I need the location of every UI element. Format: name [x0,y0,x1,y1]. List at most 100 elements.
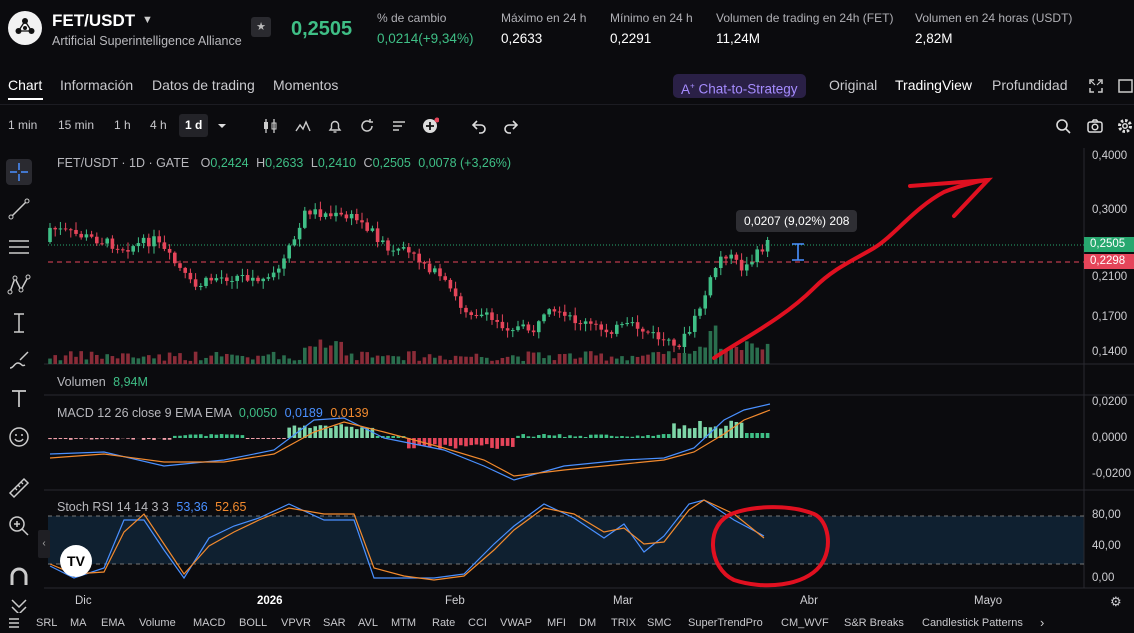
indicator-shortcut-avl[interactable]: AVL [358,617,378,629]
tab-informacion[interactable]: Información [60,77,134,93]
macd-label: MACD 12 26 close 9 EMA EMA [57,406,232,420]
indicator-shortcut-srl[interactable]: SRL [36,617,58,629]
timeframe-15min[interactable]: 15 min [58,118,95,132]
indicator-shortcut-dm[interactable]: DM [579,617,597,629]
tab-momentos[interactable]: Momentos [273,77,339,93]
timeframe-1min[interactable]: 1 min [8,118,38,132]
indicator-shortcut-sar[interactable]: SAR [323,617,346,629]
candle-body [230,280,234,282]
volume-bar [651,352,655,364]
indicator-shortcut-volume[interactable]: Volume [139,617,176,629]
indicator-shortcut-mfi[interactable]: MFI [547,617,566,629]
window-icon[interactable] [1116,77,1134,95]
volume-bar [95,354,99,364]
horizontal-lines-icon[interactable] [6,234,32,260]
favorite-star-icon[interactable]: ★ [251,17,271,37]
candle-body [271,272,276,278]
text-tool-icon[interactable] [6,386,32,412]
magnet-icon[interactable] [6,564,32,590]
macd-histogram-bar [167,438,172,440]
search-icon[interactable] [1054,117,1072,135]
indicator-shortcut-s-r-breaks[interactable]: S&R Breaks [844,617,904,629]
crosshair-icon[interactable] [6,159,32,185]
timeframe-1d[interactable]: 1 d [179,114,209,137]
view-profundidad[interactable]: Profundidad [992,77,1068,93]
scroll-right-chevron-icon[interactable]: › [1040,615,1045,630]
indicator-shortcut-ema[interactable]: EMA [101,617,125,629]
volume-bar [381,356,385,364]
zoom-in-icon[interactable] [6,513,32,539]
indicator-shortcut-candlestick-patterns[interactable]: Candlestick Patterns [922,617,1023,629]
candle-body [412,252,416,254]
fullscreen-icon[interactable] [1087,77,1105,95]
indicator-shortcut-vwap[interactable]: VWAP [500,617,532,629]
chat-to-strategy-button[interactable]: A+ Chat-to-Strategy [673,74,806,98]
indicator-shortcut-rate[interactable]: Rate [432,617,456,629]
indicator-shortcut-trix[interactable]: TRIX [611,617,637,629]
volume-bar [141,356,146,364]
candle-type-icon[interactable] [261,117,279,135]
indicator-list-icon[interactable] [6,615,22,631]
measure-range-icon[interactable] [6,310,32,336]
timeframe-4h[interactable]: 4 h [150,118,167,132]
volume-bar [620,356,624,364]
chart-canvas[interactable] [44,148,1134,613]
candle-body [724,256,728,259]
brush-icon[interactable] [6,348,32,374]
indicators-icon[interactable] [294,117,312,135]
candle-body [282,258,286,269]
macd-histogram-bar [235,434,239,438]
macd-histogram-bar [615,436,619,438]
alert-icon[interactable] [326,117,344,135]
macd-histogram-bar [427,438,432,448]
replay-icon[interactable] [358,117,376,135]
axis-settings-icon[interactable]: ⚙ [1110,594,1122,609]
volume-bar [100,358,104,364]
candle-body [401,247,406,249]
volume-bar [427,354,432,364]
symbol-title[interactable]: FET/USDT [52,11,136,30]
macd-histogram-bar [282,438,286,439]
volume-bar [209,355,213,364]
tab-datos-de-trading[interactable]: Datos de trading [152,77,255,93]
price-chart[interactable]: FET/USDT · 1D · GATE O0,2424 H0,2633 L0,… [38,148,1134,613]
volume-bar [615,358,619,364]
indicator-shortcut-supertrendpro[interactable]: SuperTrendPro [688,617,763,629]
macd-legend[interactable]: MACD 12 26 close 9 EMA EMA 0,0050 0,0189… [57,406,369,420]
tab-chart[interactable]: Chart [8,77,43,93]
undo-icon[interactable] [470,117,488,135]
indicator-shortcut-cm-wvf[interactable]: CM_WVF [781,617,829,629]
volume-bar [537,352,541,364]
collapse-toolbar-chevron-icon[interactable]: ‹ [38,530,50,558]
settings-gear-icon[interactable] [1116,117,1134,135]
timeframe-1h[interactable]: 1 h [114,118,131,132]
indicator-shortcut-boll[interactable]: BOLL [239,617,268,629]
macd-axis-label: 0,0200 [1092,396,1128,408]
symbol-dropdown-chevron-icon[interactable]: ▼ [142,14,153,26]
indicator-shortcut-macd[interactable]: MACD [193,617,226,629]
volume-legend[interactable]: Volumen 8,94M [57,375,148,389]
camera-icon[interactable] [1086,117,1104,135]
macd-histogram-bar [474,438,479,445]
indicator-shortcut-smc[interactable]: SMC [647,617,672,629]
indicator-shortcut-mtm[interactable]: MTM [391,617,417,629]
volume-bar [240,355,245,364]
candle-body [355,213,359,221]
redo-icon[interactable] [502,117,520,135]
timeframe-dropdown-chevron-icon[interactable] [213,117,231,135]
templates-icon[interactable] [390,117,408,135]
add-indicator-icon[interactable] [421,117,440,135]
stat-volume-fet: Volumen de trading en 24h (FET) 11,24M [716,11,893,46]
indicator-shortcut-vpvr[interactable]: VPVR [281,617,311,629]
view-tradingview[interactable]: TradingView [895,77,973,93]
trend-line-icon[interactable] [6,196,32,222]
view-original[interactable]: Original [829,77,878,93]
ruler-icon[interactable] [6,475,32,501]
tradingview-logo[interactable]: TV [60,545,92,577]
stoch-rsi-legend[interactable]: Stoch RSI 14 14 3 3 53,36 52,65 [57,500,246,514]
pattern-icon[interactable] [6,272,32,298]
indicator-shortcut-cci[interactable]: CCI [468,617,487,629]
indicator-shortcut-ma[interactable]: MA [70,617,87,629]
drawing-toolbar [0,150,44,620]
emoji-icon[interactable] [6,424,32,450]
